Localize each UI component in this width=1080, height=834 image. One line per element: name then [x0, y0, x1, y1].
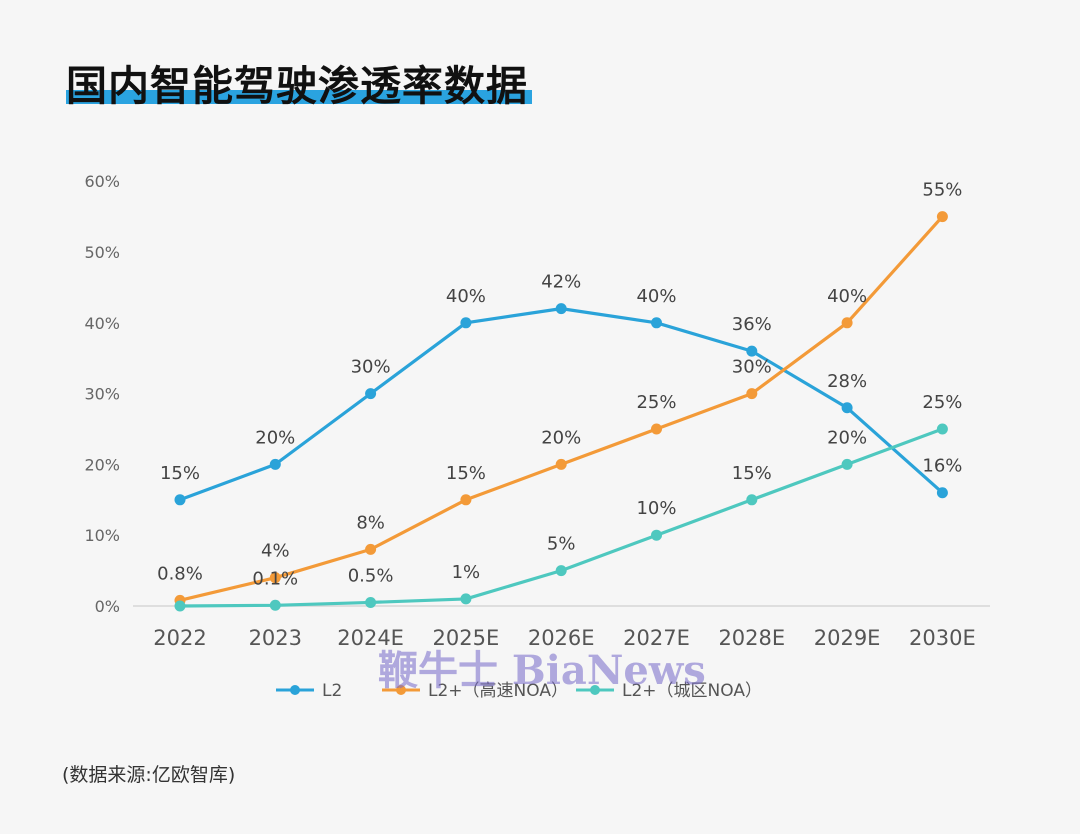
y-tick-label: 30% — [84, 385, 120, 404]
data-point — [174, 600, 186, 612]
x-tick-label: 2026E — [528, 626, 595, 650]
legend-swatch-marker — [290, 685, 300, 695]
data-point — [555, 565, 567, 577]
data-point — [555, 303, 567, 315]
data-label: 15% — [732, 463, 772, 484]
watermark: 鞭牛士 BiaNews — [378, 647, 706, 694]
y-tick-label: 50% — [84, 243, 120, 262]
data-label: 36% — [732, 314, 772, 335]
data-point — [841, 317, 853, 329]
data-point — [460, 317, 472, 329]
data-point — [365, 388, 377, 400]
y-tick-label: 10% — [84, 526, 120, 545]
data-label: 42% — [541, 272, 581, 293]
data-label: 55% — [922, 180, 962, 201]
legend-swatch-marker — [396, 685, 406, 695]
data-label: 40% — [446, 286, 486, 307]
data-point — [936, 487, 948, 499]
data-label: 5% — [547, 534, 576, 555]
data-point — [651, 317, 662, 329]
source-note: (数据来源:亿欧智库) — [62, 764, 236, 786]
y-tick-label: 40% — [84, 314, 120, 333]
data-point — [460, 494, 472, 506]
x-tick-label: 2022 — [153, 626, 206, 650]
y-tick-label: 20% — [84, 455, 120, 474]
x-tick-label: 2030E — [909, 626, 976, 650]
x-tick-label: 2028E — [718, 626, 785, 650]
x-tick-label: 2023 — [249, 626, 302, 650]
x-tick-label: 2027E — [623, 626, 690, 650]
data-label: 15% — [446, 463, 486, 484]
data-label: 8% — [356, 512, 385, 533]
data-label: 10% — [636, 498, 676, 519]
x-tick-label: 2024E — [337, 626, 404, 650]
data-point — [651, 423, 662, 435]
data-point — [746, 494, 758, 506]
x-tick-label: 2029E — [814, 626, 881, 650]
data-label: 40% — [636, 286, 676, 307]
data-point — [365, 596, 377, 608]
data-point — [269, 599, 281, 611]
data-label: 25% — [636, 392, 676, 413]
data-point — [460, 593, 472, 605]
data-label: 20% — [255, 427, 295, 448]
legend-label: L2+（城区NOA） — [622, 681, 762, 701]
data-label: 20% — [541, 427, 581, 448]
data-point — [269, 458, 281, 470]
data-point — [746, 388, 758, 400]
data-label: 16% — [922, 456, 962, 477]
y-tick-label: 0% — [95, 597, 120, 616]
data-label: 0.8% — [157, 563, 203, 584]
data-label: 28% — [827, 371, 867, 392]
data-point — [269, 572, 281, 584]
data-label: 4% — [261, 541, 290, 562]
legend-label: L2 — [322, 681, 342, 701]
data-point — [651, 529, 662, 541]
data-label: 30% — [351, 357, 391, 378]
data-point — [746, 345, 758, 357]
legend-swatch-marker — [590, 685, 600, 695]
data-label: 0.1% — [252, 568, 298, 589]
data-label: 25% — [922, 392, 962, 413]
data-label: 1% — [452, 562, 481, 583]
data-point — [936, 423, 948, 435]
data-point — [555, 458, 567, 470]
data-label: 15% — [160, 463, 200, 484]
data-label: 20% — [827, 427, 867, 448]
data-point — [174, 494, 186, 506]
data-label: 30% — [732, 357, 772, 378]
y-tick-label: 60% — [84, 172, 120, 191]
page-title: 国内智能驾驶渗透率数据 — [66, 62, 528, 110]
data-point — [841, 458, 853, 470]
legend-label: L2+（高速NOA） — [428, 681, 568, 701]
title-highlight — [66, 90, 532, 104]
data-label: 40% — [827, 286, 867, 307]
title-block: 国内智能驾驶渗透率数据 — [66, 52, 532, 112]
data-point — [365, 543, 377, 555]
data-point — [936, 211, 948, 223]
data-label: 0.5% — [348, 565, 394, 586]
x-tick-label: 2025E — [433, 626, 500, 650]
data-point — [841, 402, 853, 414]
